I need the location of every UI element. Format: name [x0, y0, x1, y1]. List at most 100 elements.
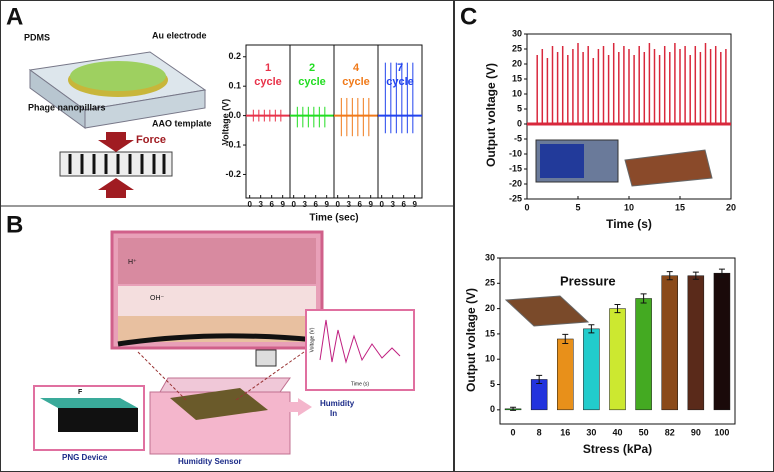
label: PDMS	[24, 32, 50, 42]
subplot-frame	[377, 44, 423, 199]
annotation: Pressure	[560, 273, 616, 288]
x-tick-label: 0	[247, 200, 252, 209]
y-tick-label: 0.0	[228, 110, 241, 120]
subplot-label: 1	[265, 62, 271, 74]
y-tick-label: 0.1	[228, 81, 241, 91]
device-drawing	[28, 51, 207, 198]
y-tick-label: 20	[485, 303, 495, 313]
x-tick-label: 0	[511, 427, 516, 437]
label: Phage nanopillars	[28, 102, 106, 112]
y-tick-label: 5	[517, 103, 522, 113]
bar	[635, 298, 652, 411]
y-tick-label: -0.2	[225, 169, 241, 179]
bar	[687, 275, 705, 411]
x-tick-label: 3	[258, 200, 263, 209]
x-tick-label: 15	[675, 202, 685, 212]
y-tick-label: -5	[514, 133, 522, 143]
bar	[530, 379, 548, 411]
y-axis-label: Voltage (V)	[220, 99, 230, 145]
y-tick-label: 0	[517, 118, 522, 128]
x-tick-label: 6	[401, 200, 406, 209]
x-tick-label: 5	[575, 202, 580, 212]
y-tick-label: 30	[512, 28, 522, 38]
device-inset	[504, 295, 590, 327]
panel-label: A	[6, 3, 23, 30]
y-tick-label: 0.2	[228, 51, 241, 61]
y-tick-label: -20	[509, 178, 522, 188]
y-axis-label: Output voltage (V)	[484, 63, 498, 167]
x-tick-label: 30	[586, 427, 596, 437]
error-bar	[692, 271, 699, 280]
x-tick-label: 0	[524, 202, 529, 212]
y-tick-label: 30	[485, 252, 495, 262]
label: F	[78, 389, 83, 396]
bar	[661, 275, 678, 411]
y-tick-label: 25	[485, 278, 495, 288]
error-bar	[536, 374, 543, 385]
y-tick-label: 0	[490, 404, 495, 414]
panel-label: C	[460, 3, 477, 30]
error-bar	[510, 406, 517, 411]
y-axis-label: Output voltage (V)	[464, 288, 478, 392]
subplot-unit: cycle	[342, 76, 370, 88]
x-tick-label: 9	[280, 200, 285, 209]
subplot-label: 2	[309, 62, 315, 74]
x-tick-label: 3	[346, 200, 351, 209]
x-tick-label: 20	[726, 202, 736, 212]
label: In	[330, 409, 337, 418]
label: PNG Device	[62, 453, 108, 462]
subplot-label: 7	[397, 62, 403, 74]
x-tick-label: 8	[537, 427, 542, 437]
label: AAO template	[152, 118, 212, 128]
device-inset	[540, 144, 584, 178]
subplot-label: 4	[353, 62, 360, 74]
plot-frame	[499, 257, 736, 425]
y-tick-label: 15	[512, 73, 522, 83]
x-tick-label: 82	[665, 427, 675, 437]
y-tick-label: 10	[485, 354, 495, 364]
x-axis-label: Time (s)	[606, 217, 652, 231]
y-tick-label: -10	[509, 148, 522, 158]
error-bar	[588, 324, 595, 334]
x-tick-label: 0	[335, 200, 340, 209]
x-tick-label: 0	[379, 200, 384, 209]
bar	[557, 338, 574, 411]
y-tick-label: 25	[512, 43, 522, 53]
x-tick-label: 90	[691, 427, 701, 437]
error-bar	[718, 268, 725, 278]
label: Humidity Sensor	[178, 457, 242, 466]
charts: 0.2 0.1 0.0 -0.1 -0.2 Voltage (V) Time (sec) 1 c…	[220, 28, 736, 456]
error-bar	[562, 333, 569, 345]
x-tick-label: 6	[269, 200, 274, 209]
bar	[713, 272, 731, 411]
x-tick-label: 3	[302, 200, 307, 209]
x-tick-label: 9	[368, 200, 373, 209]
y-tick-label: -15	[509, 163, 522, 173]
device-inset	[624, 149, 713, 187]
error-bar	[666, 271, 673, 281]
label: Time (s)	[351, 381, 369, 387]
error-bar	[640, 293, 647, 304]
x-tick-label: 40	[612, 427, 622, 437]
label: OH⁻	[150, 295, 165, 302]
label: H⁺	[128, 259, 137, 266]
x-tick-label: 3	[390, 200, 395, 209]
x-tick-label: 9	[412, 200, 417, 209]
label: Au electrode	[152, 30, 207, 40]
y-tick-label: 5	[490, 379, 495, 389]
error-bar	[614, 304, 621, 314]
subplot-unit: cycle	[298, 76, 326, 88]
x-tick-label: 6	[313, 200, 318, 209]
x-axis-label: Time (sec)	[309, 213, 358, 224]
label: Force	[136, 134, 166, 146]
x-tick-label: 0	[291, 200, 296, 209]
x-tick-label: 16	[560, 427, 570, 437]
y-tick-label: -0.1	[225, 139, 241, 149]
x-tick-label: 10	[624, 202, 634, 212]
bar	[609, 308, 626, 411]
mechanism-diagram	[33, 230, 415, 455]
bar	[583, 328, 600, 411]
label: Humidity	[320, 399, 355, 408]
x-axis-label: Stress (kPa)	[583, 442, 652, 456]
